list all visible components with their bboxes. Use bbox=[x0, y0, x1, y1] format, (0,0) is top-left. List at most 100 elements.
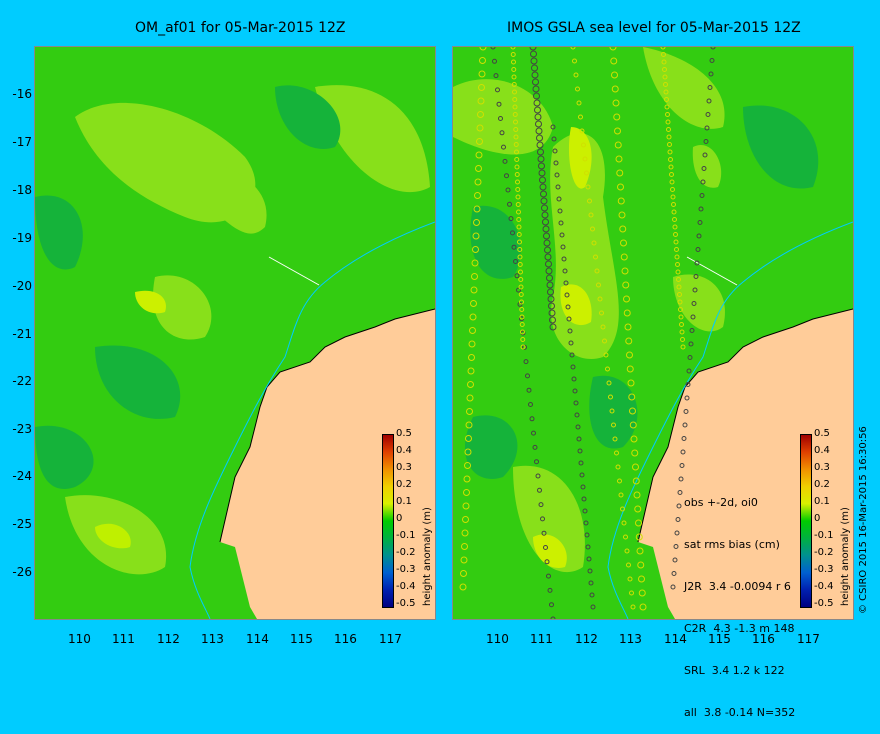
track-point bbox=[700, 179, 706, 185]
track-point bbox=[477, 97, 485, 105]
track-point bbox=[624, 548, 630, 554]
track-point bbox=[635, 533, 643, 541]
colorbar-tick: -0.2 bbox=[396, 547, 416, 558]
track-point bbox=[531, 71, 539, 79]
x-tick: 112 bbox=[575, 632, 598, 646]
track-point bbox=[662, 67, 667, 72]
track-point bbox=[515, 187, 521, 192]
track-point bbox=[621, 520, 627, 526]
track-point bbox=[537, 155, 545, 163]
track-point bbox=[609, 47, 617, 51]
track-point bbox=[518, 284, 524, 290]
track-point bbox=[613, 113, 621, 121]
track-point bbox=[559, 232, 565, 238]
track-point bbox=[504, 173, 509, 179]
track-point bbox=[515, 179, 520, 185]
track-point bbox=[479, 57, 486, 64]
track-point bbox=[629, 590, 634, 596]
track-point bbox=[620, 239, 627, 247]
track-point bbox=[510, 230, 515, 236]
track-point bbox=[514, 172, 520, 177]
track-point bbox=[661, 52, 666, 57]
track-point bbox=[514, 273, 520, 279]
track-point bbox=[517, 239, 522, 245]
track-point bbox=[674, 530, 680, 536]
track-point bbox=[673, 544, 679, 549]
y-tick: -21 bbox=[12, 327, 32, 341]
track-point bbox=[479, 47, 487, 51]
track-point bbox=[629, 421, 637, 429]
track-point bbox=[664, 104, 670, 110]
stats-row: SRL 3.4 1.2 k 122 bbox=[684, 664, 785, 677]
track-point bbox=[617, 478, 622, 484]
track-point bbox=[675, 262, 680, 267]
track-point bbox=[611, 85, 619, 93]
track-point bbox=[578, 114, 583, 120]
track-point bbox=[545, 260, 552, 268]
track-point bbox=[663, 82, 668, 87]
track-point bbox=[512, 104, 518, 110]
track-point bbox=[578, 460, 584, 466]
track-point bbox=[697, 220, 703, 225]
satellite-tracks bbox=[459, 47, 716, 619]
track-point bbox=[466, 408, 473, 415]
track-point bbox=[462, 502, 470, 510]
track-point bbox=[556, 196, 562, 202]
track-point bbox=[530, 50, 537, 58]
track-point bbox=[596, 282, 601, 288]
colorbar-tick: 0.3 bbox=[814, 462, 830, 473]
x-tick: 115 bbox=[290, 632, 313, 646]
x-tick: 114 bbox=[246, 632, 269, 646]
track-point bbox=[550, 124, 556, 130]
track-point bbox=[599, 310, 604, 316]
track-point bbox=[663, 89, 669, 95]
track-point bbox=[476, 138, 483, 145]
track-point bbox=[526, 387, 532, 393]
track-point bbox=[467, 381, 474, 388]
track-point bbox=[611, 71, 618, 79]
colorbar-tick: 0 bbox=[814, 513, 821, 524]
track-point bbox=[545, 267, 553, 275]
track-point bbox=[674, 247, 679, 252]
track-point bbox=[665, 119, 671, 125]
track-point bbox=[510, 47, 516, 50]
track-point bbox=[602, 338, 607, 344]
colorbar-tick: -0.5 bbox=[814, 598, 834, 609]
track-point bbox=[520, 344, 526, 350]
track-point bbox=[620, 506, 625, 512]
colorbar-tick: -0.1 bbox=[814, 530, 834, 541]
track-point bbox=[666, 134, 672, 140]
right-map-title: IMOS GSLA sea level for 05-Mar-2015 12Z bbox=[507, 20, 801, 36]
x-tick: 116 bbox=[334, 632, 357, 646]
track-point bbox=[530, 57, 538, 65]
track-point bbox=[537, 148, 544, 156]
track-point bbox=[692, 287, 698, 293]
track-point bbox=[469, 313, 477, 321]
track-point bbox=[634, 505, 642, 513]
track-point bbox=[616, 169, 624, 177]
track-point bbox=[516, 287, 521, 293]
y-tick: -25 bbox=[12, 517, 32, 531]
x-tick: 112 bbox=[157, 632, 180, 646]
track-point bbox=[511, 82, 517, 87]
track-point bbox=[627, 379, 635, 387]
track-point bbox=[541, 530, 547, 536]
track-point bbox=[529, 47, 537, 51]
track-point bbox=[531, 430, 536, 436]
track-point bbox=[611, 422, 616, 428]
track-point bbox=[591, 240, 597, 246]
track-point bbox=[501, 144, 506, 150]
track-point bbox=[553, 160, 559, 166]
left-map bbox=[34, 46, 436, 620]
track-point bbox=[459, 583, 467, 591]
track-point bbox=[538, 162, 545, 170]
track-point bbox=[581, 496, 587, 502]
track-point bbox=[632, 477, 640, 485]
track-point bbox=[465, 421, 473, 429]
colorbar-tick: 0.2 bbox=[814, 479, 830, 490]
track-point bbox=[476, 124, 484, 132]
track-point bbox=[464, 448, 472, 456]
track-point bbox=[571, 376, 577, 382]
track-point bbox=[561, 256, 567, 262]
track-point bbox=[584, 170, 589, 176]
